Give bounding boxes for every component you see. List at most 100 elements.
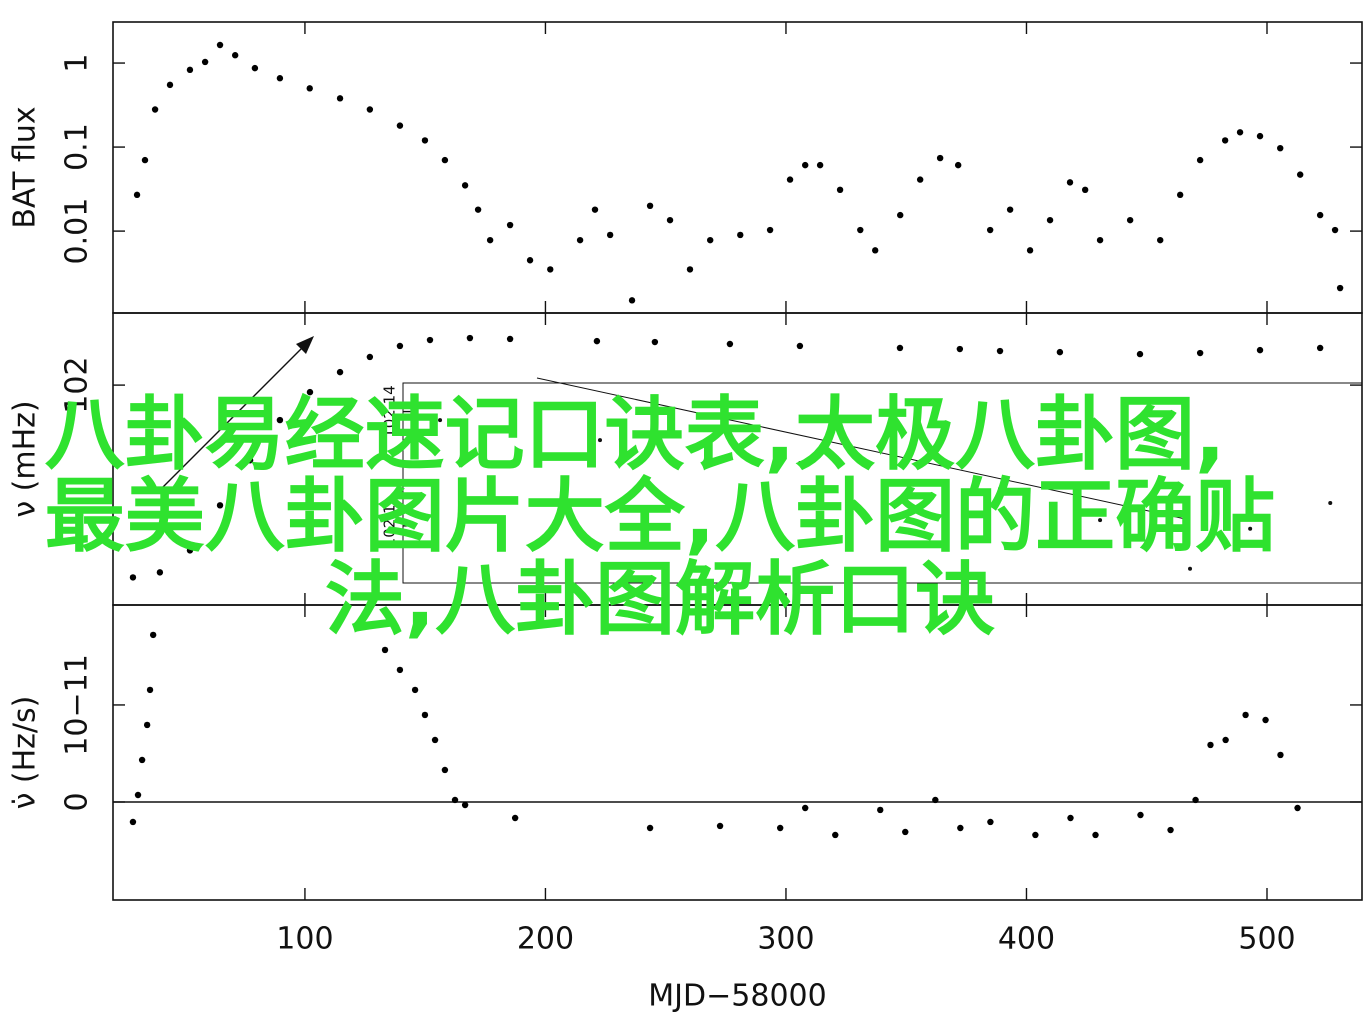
inset-point — [997, 486, 1002, 491]
data-point — [461, 801, 469, 809]
data-point — [956, 345, 964, 353]
inset-point — [798, 461, 803, 465]
data-point — [593, 337, 601, 345]
data-point — [216, 502, 224, 509]
data-point — [1046, 216, 1054, 224]
data-point — [1236, 129, 1244, 136]
y-tick-label: 1 — [60, 54, 95, 73]
data-point — [129, 574, 137, 581]
inset-point — [1188, 566, 1193, 571]
y-axis-label: BAT flux — [8, 106, 43, 228]
data-point — [143, 721, 151, 729]
plot-frame — [112, 604, 1363, 901]
data-point — [246, 457, 254, 464]
x-tick-label: 300 — [757, 922, 814, 957]
data-point — [1331, 226, 1339, 234]
data-point — [506, 335, 514, 343]
data-point — [441, 766, 449, 774]
data-point — [1056, 348, 1064, 356]
plot-frame — [112, 21, 1363, 314]
data-point — [141, 156, 149, 164]
data-point — [816, 161, 824, 169]
data-point — [957, 824, 964, 832]
data-point — [526, 257, 534, 264]
data-point — [1066, 179, 1074, 186]
data-point — [1316, 211, 1324, 219]
data-point — [1032, 831, 1039, 839]
data-point — [786, 176, 794, 183]
data-point — [896, 344, 904, 352]
data-point — [987, 818, 994, 826]
data-point — [686, 266, 694, 273]
data-point — [628, 297, 636, 304]
data-point — [156, 569, 164, 576]
data-point — [1136, 350, 1144, 358]
data-point — [1137, 811, 1144, 819]
data-point — [857, 226, 864, 234]
x-tick-label: 400 — [998, 922, 1055, 957]
arrow-head — [296, 336, 314, 354]
data-point — [129, 818, 137, 826]
data-point — [766, 226, 774, 234]
data-point — [1096, 236, 1104, 244]
inset-point — [1248, 526, 1253, 531]
data-point — [871, 247, 879, 254]
data-point — [276, 75, 284, 82]
data-point — [441, 156, 449, 164]
data-point — [716, 822, 724, 830]
data-point — [1256, 346, 1264, 354]
data-point — [251, 64, 259, 72]
data-point — [396, 666, 404, 674]
data-point — [902, 828, 909, 836]
overlay-line: 最美八卦图片大全,八卦图的正确贴 — [45, 470, 1275, 563]
data-point — [591, 206, 599, 213]
data-point — [1176, 191, 1184, 199]
data-point — [832, 831, 839, 839]
data-point — [306, 85, 313, 92]
data-point — [511, 814, 519, 822]
data-point — [146, 686, 154, 694]
y-tick-label: 0.01 — [60, 198, 95, 265]
data-point — [1006, 206, 1014, 213]
data-point — [547, 266, 554, 273]
data-point — [149, 631, 157, 639]
data-point — [737, 231, 744, 239]
data-point — [426, 336, 434, 344]
inset-point — [597, 438, 602, 443]
annotation-arrow — [159, 345, 305, 491]
data-point — [1242, 711, 1249, 719]
data-point — [1081, 186, 1089, 194]
inset-y-tick-label: 102.1 — [381, 504, 399, 547]
data-point — [666, 216, 674, 224]
data-point — [431, 736, 439, 744]
data-point — [1167, 826, 1174, 834]
data-point — [276, 416, 284, 424]
overlay-line: 法,八卦图解析口诀 — [325, 553, 995, 646]
data-point — [1092, 831, 1099, 839]
data-point — [1256, 132, 1264, 140]
data-point — [606, 231, 614, 239]
annotation-line — [536, 377, 1191, 521]
data-point — [996, 347, 1004, 355]
data-point — [506, 221, 514, 229]
data-point — [1221, 137, 1229, 144]
data-point — [306, 388, 314, 396]
data-point — [936, 154, 944, 162]
data-point — [381, 646, 389, 654]
inset-y-tick-label: 102.14 — [381, 385, 399, 438]
data-point — [1192, 796, 1199, 804]
data-point — [646, 202, 654, 210]
data-point — [421, 711, 429, 719]
data-point — [802, 804, 809, 812]
data-point — [1277, 751, 1284, 759]
data-point — [576, 236, 584, 244]
data-point — [231, 52, 239, 59]
data-point — [186, 547, 194, 554]
y-tick-label: 10−11 — [60, 654, 95, 755]
data-point — [366, 353, 374, 361]
x-tick-label: 100 — [276, 922, 333, 957]
data-point — [954, 161, 962, 169]
y-axis-label: ν (mHz) — [8, 400, 43, 517]
data-point — [1196, 349, 1204, 357]
data-point — [466, 334, 474, 342]
